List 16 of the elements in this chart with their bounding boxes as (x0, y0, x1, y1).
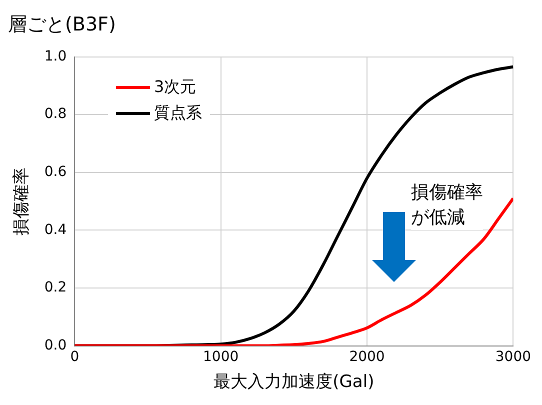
y-tick-label: 1.0 (44, 48, 67, 64)
y-tick-label: 0.6 (44, 164, 67, 180)
y-tick-label: 0.0 (44, 337, 67, 354)
x-tick-label: 3000 (495, 348, 532, 365)
x-tick-label: 2000 (349, 348, 385, 365)
x-tick-label: 0 (70, 348, 80, 365)
y-tick-label: 0.4 (44, 222, 67, 238)
x-axis-title: 最大入力加速度(Gal) (214, 372, 374, 392)
legend-label: 3次元 (154, 76, 196, 98)
y-tick-label: 0.2 (44, 280, 67, 296)
annotation: 損傷確率が低減 (411, 180, 483, 230)
y-tick-label: 0.8 (44, 106, 67, 122)
chart-title: 層ごと(B3F) (8, 13, 116, 36)
legend-label: 質点系 (154, 102, 202, 124)
y-axis-title: 損傷確率 (12, 167, 32, 236)
x-tick-label: 1000 (203, 348, 239, 365)
